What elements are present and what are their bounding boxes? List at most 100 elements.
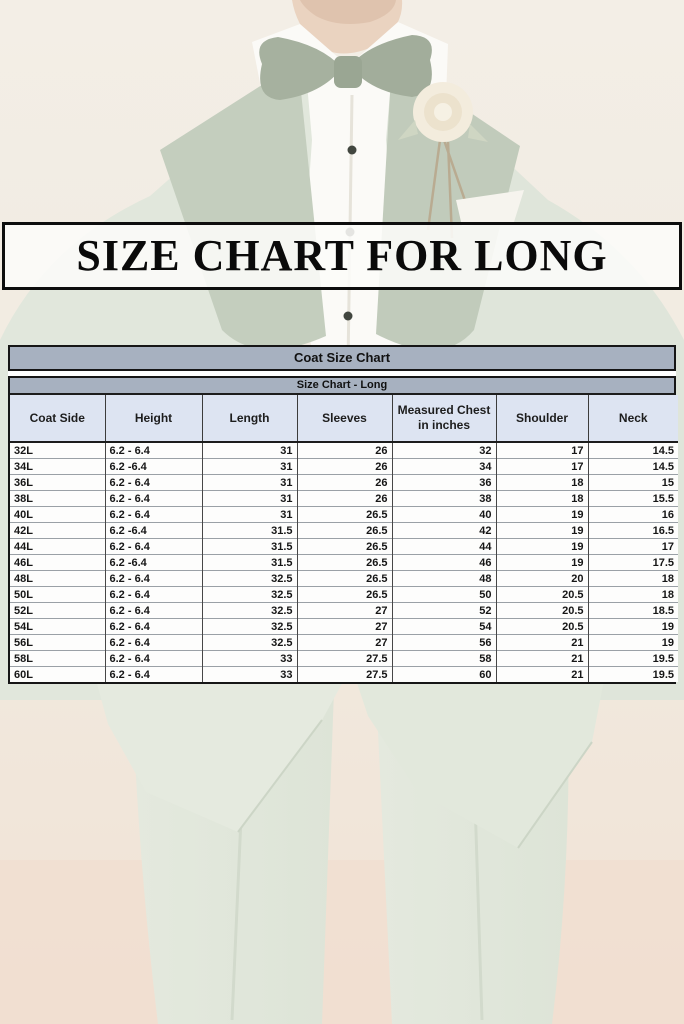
coat-size-cell: 40L (10, 506, 105, 523)
table-cell: 19 (495, 538, 588, 555)
column-header: Length (201, 395, 297, 443)
table-cell: 14.5 (587, 442, 678, 459)
table-row: 48L 6.2 - 6.4 32.5 26.5 48 20 18 (10, 570, 678, 587)
table-cell: 6.2 - 6.4 (104, 586, 202, 603)
table-row: 50L 6.2 - 6.4 32.5 26.5 50 20.5 18 (10, 586, 678, 603)
table-cell: 6.2 - 6.4 (104, 474, 202, 491)
bow-tie (259, 35, 432, 100)
table-cell: 48 (391, 570, 496, 587)
table-cell: 20.5 (495, 618, 588, 635)
table-row: 38L 6.2 - 6.4 31 26 38 18 15.5 (10, 490, 678, 507)
table-cell: 19 (495, 522, 588, 539)
table-cell: 46 (391, 554, 496, 571)
table-cell: 27 (296, 634, 392, 651)
table-cell: 32.5 (201, 618, 297, 635)
table-cell: 6.2 - 6.4 (104, 650, 202, 667)
table-cell: 6.2 -6.4 (104, 554, 202, 571)
table-cell: 32.5 (201, 602, 297, 619)
table-cell: 17 (587, 538, 678, 555)
table-cell: 32.5 (201, 586, 297, 603)
table-row: 56L 6.2 - 6.4 32.5 27 56 21 19 (10, 634, 678, 651)
table-cell: 38 (391, 490, 496, 507)
table-cell: 31 (201, 442, 297, 459)
table-cell: 6.2 - 6.4 (104, 666, 202, 682)
table-cell: 6.2 - 6.4 (104, 602, 202, 619)
table-cell: 21 (495, 650, 588, 667)
table-cell: 6.2 -6.4 (104, 458, 202, 475)
table-cell: 40 (391, 506, 496, 523)
chart-subtitle: Size Chart - Long (10, 378, 674, 395)
table-cell: 32.5 (201, 570, 297, 587)
table-cell: 31 (201, 474, 297, 491)
table-cell: 26 (296, 458, 392, 475)
table-cell: 31.5 (201, 522, 297, 539)
table-cell: 52 (391, 602, 496, 619)
column-header: Height (104, 395, 202, 443)
coat-size-cell: 56L (10, 634, 105, 651)
table-cell: 32 (391, 442, 496, 459)
table-row: 40L 6.2 - 6.4 31 26.5 40 19 16 (10, 506, 678, 523)
table-cell: 20 (495, 570, 588, 587)
banner-title: SIZE CHART FOR LONG (76, 231, 608, 280)
table-cell: 19 (587, 634, 678, 651)
coat-size-cell: 60L (10, 666, 105, 682)
table-cell: 18 (587, 570, 678, 587)
banner: SIZE CHART FOR LONG (2, 222, 682, 290)
coat-size-cell: 42L (10, 522, 105, 539)
coat-size-cell: 48L (10, 570, 105, 587)
table-row: 58L 6.2 - 6.4 33 27.5 58 21 19.5 (10, 650, 678, 667)
table-cell: 20.5 (495, 586, 588, 603)
table-cell: 31.5 (201, 554, 297, 571)
shirt-button (343, 311, 353, 321)
table-row: 52L 6.2 - 6.4 32.5 27 52 20.5 18.5 (10, 602, 678, 619)
table-cell: 27.5 (296, 650, 392, 667)
table-cell: 19 (495, 506, 588, 523)
table-cell: 19.5 (587, 650, 678, 667)
coat-size-cell: 54L (10, 618, 105, 635)
coat-size-cell: 50L (10, 586, 105, 603)
table-row: 60L 6.2 - 6.4 33 27.5 60 21 19.5 (10, 666, 678, 682)
table-cell: 42 (391, 522, 496, 539)
table-cell: 6.2 - 6.4 (104, 618, 202, 635)
table-cell: 6.2 - 6.4 (104, 538, 202, 555)
table-cell: 34 (391, 458, 496, 475)
table-cell: 44 (391, 538, 496, 555)
table-cell: 54 (391, 618, 496, 635)
table-cell: 21 (495, 634, 588, 651)
table-cell: 36 (391, 474, 496, 491)
floor (0, 860, 684, 1024)
chin-shadow (300, 0, 396, 24)
table-cell: 19 (587, 618, 678, 635)
table-row: 34L 6.2 -6.4 31 26 34 17 14.5 (10, 458, 678, 475)
table-cell: 26.5 (296, 506, 392, 523)
table-cell: 26.5 (296, 538, 392, 555)
coat-size-cell: 46L (10, 554, 105, 571)
table-cell: 18 (587, 586, 678, 603)
table-cell: 6.2 - 6.4 (104, 490, 202, 507)
table-cell: 26 (296, 442, 392, 459)
table-cell: 14.5 (587, 458, 678, 475)
table-cell: 21 (495, 666, 588, 682)
table-cell: 16 (587, 506, 678, 523)
coat-size-chart: Coat Size Chart Size Chart - Long Coat S… (8, 345, 678, 684)
table-cell: 6.2 - 6.4 (104, 442, 202, 459)
table-cell: 27.5 (296, 666, 392, 682)
coat-size-cell: 58L (10, 650, 105, 667)
chart-title: Coat Size Chart (8, 345, 676, 371)
table-cell: 19.5 (587, 666, 678, 682)
coat-size-cell: 36L (10, 474, 105, 491)
table-cell: 18 (495, 474, 588, 491)
table-row: 46L 6.2 -6.4 31.5 26.5 46 19 17.5 (10, 554, 678, 571)
table-cell: 26.5 (296, 570, 392, 587)
table-cell: 15.5 (587, 490, 678, 507)
table-cell: 18.5 (587, 602, 678, 619)
coat-size-cell: 38L (10, 490, 105, 507)
table-cell: 26.5 (296, 586, 392, 603)
table-row: 54L 6.2 - 6.4 32.5 27 54 20.5 19 (10, 618, 678, 635)
table-cell: 6.2 -6.4 (104, 522, 202, 539)
table-row: 36L 6.2 - 6.4 31 26 36 18 15 (10, 474, 678, 491)
table-cell: 17.5 (587, 554, 678, 571)
table-cell: 31 (201, 506, 297, 523)
table-cell: 26.5 (296, 522, 392, 539)
